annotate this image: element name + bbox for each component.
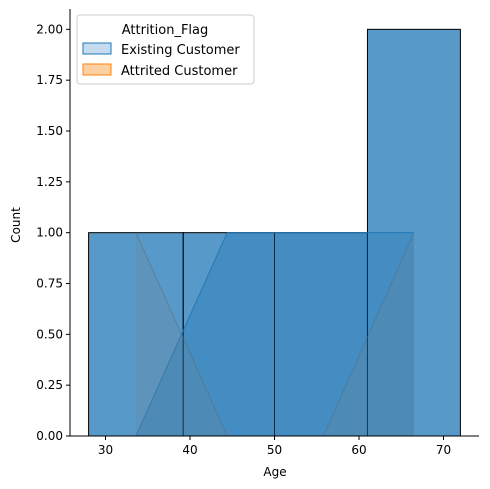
x-tick-label-2: 50 — [267, 443, 282, 457]
legend-frame — [76, 14, 255, 85]
y-tick-label-5: 1.25 — [36, 175, 63, 189]
y-tick-label-4: 1.00 — [36, 226, 63, 240]
x-axis-label: Age — [263, 465, 286, 479]
y-tick-label-8: 2.00 — [36, 22, 63, 36]
histogram-bar-1 — [182, 232, 275, 437]
legend: Attrition_Flag Existing Customer Attrite… — [76, 14, 255, 85]
series-area-0 — [135, 232, 414, 436]
legend-label-existing: Existing Customer — [121, 43, 240, 58]
histogram-bar-0 — [88, 232, 184, 437]
y-tick-label-3: 0.75 — [36, 277, 63, 291]
x-tick-label-1: 40 — [182, 443, 197, 457]
y-tick-label-0: 0.00 — [36, 429, 63, 443]
series-area-1 — [135, 232, 414, 436]
y-axis-label: Count — [9, 207, 23, 243]
plot-area — [88, 28, 461, 437]
legend-label-attrited: Attrited Customer — [121, 64, 238, 79]
x-tick-label-3: 60 — [351, 443, 366, 457]
axes: 30 40 50 60 70 0.00 0.25 0.50 0.75 1.00 1.25 1.50 1.… — [36, 9, 479, 457]
x-tick-label-4: 70 — [436, 443, 451, 457]
y-tick-label-1: 0.25 — [36, 378, 63, 392]
y-tick-label-7: 1.75 — [36, 73, 63, 87]
y-tick-label-2: 0.50 — [36, 327, 63, 341]
x-tick-label-0: 30 — [98, 443, 113, 457]
legend-swatch-existing — [82, 42, 112, 55]
y-tick-label-6: 1.50 — [36, 124, 63, 138]
legend-title: Attrition_Flag — [122, 23, 209, 38]
legend-swatch-attrited — [82, 63, 112, 76]
